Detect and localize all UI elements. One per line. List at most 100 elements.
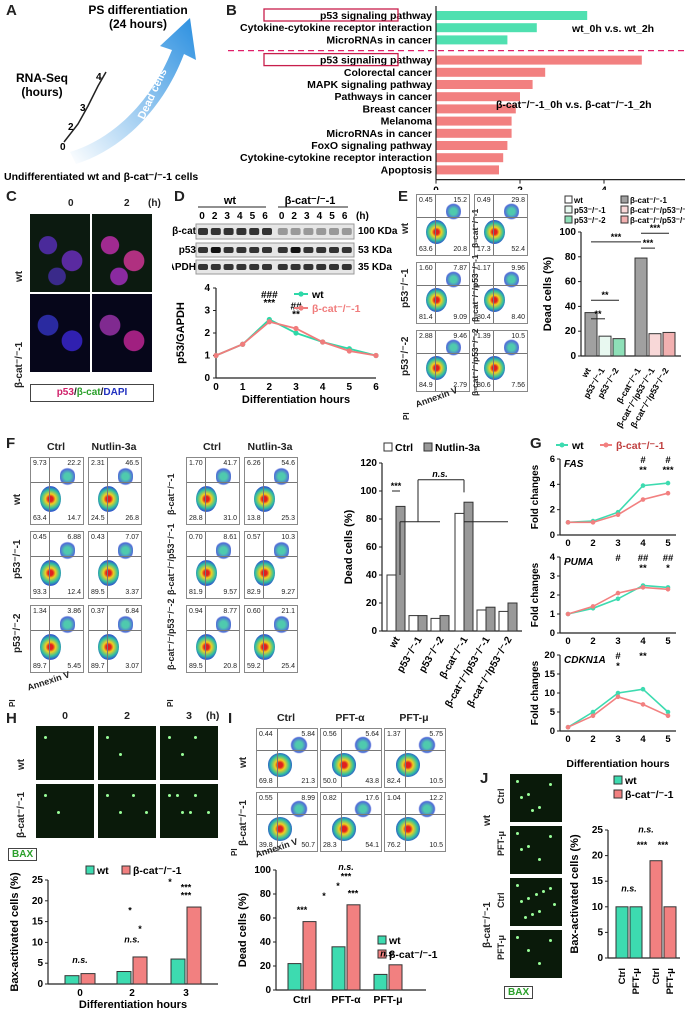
- d-lane-0: 0: [199, 211, 205, 222]
- f-flow-r-0-0-cloud2: [215, 464, 232, 488]
- g-2-xtick-1: 2: [590, 734, 595, 745]
- d-band-1-6: [277, 247, 288, 253]
- i-flow-0-0-q3: 69.8: [259, 778, 273, 785]
- f-row-left-1: p53⁻/⁻-1: [12, 539, 23, 579]
- h-image-0-0: [36, 726, 94, 780]
- g-1-pt-1-0: [565, 611, 571, 617]
- f-flow-l-2-0-q2: 3.86: [67, 608, 81, 615]
- f-flow-r-1-0-cloud: [196, 559, 218, 587]
- j-bar-chart: wt β-cat⁻/⁻-1 0 5 10 15 20 25 Bax-activated cell…: [569, 775, 680, 994]
- e-sig-4: ***: [650, 223, 661, 233]
- f-flow-r-1-1-hgate: [245, 555, 297, 557]
- i-sig-2: *: [322, 891, 326, 901]
- f-flow-l-0-1: 2.31 46.5 24.5 26.8: [88, 457, 142, 525]
- i-flow-0-1-cloud: [331, 753, 356, 777]
- j-xtick-0: Ctrl: [617, 968, 628, 984]
- d-lane-11: 6: [342, 211, 348, 222]
- d-blot-size-2: 35 KDa: [358, 262, 392, 273]
- h-image-1-1: [98, 784, 156, 838]
- i-flow-0-0: 0.44 5.84 69.8 21.3: [256, 728, 318, 788]
- f-flow-l-1-0-q1: 0.45: [33, 534, 47, 541]
- f-bar-nutlin-4: [485, 606, 496, 632]
- e-legend-4: p53⁻/⁻-2: [574, 216, 606, 225]
- e-legend-box-4: [564, 215, 573, 224]
- j-spot-0-4: [520, 796, 523, 799]
- h-row-wt: wt: [16, 758, 27, 770]
- g-1-xtick-0: 0: [565, 636, 570, 647]
- i-flow-1-2-q1: 1.04: [387, 795, 401, 802]
- g-2-sig-1-0: **: [639, 651, 647, 662]
- c-image-wt-2h: [92, 214, 152, 292]
- i-flow-0-2-cloud: [395, 753, 420, 777]
- g-2-ytick-label-3: 15: [544, 669, 555, 680]
- d-lane-6: 0: [279, 211, 285, 222]
- g-legend-ko: β-cat⁻/⁻-1: [616, 440, 665, 452]
- h-xtick-0: 0: [77, 988, 83, 999]
- f-row-left-2: p53⁻/⁻-2: [12, 613, 23, 653]
- e-bar-2: [612, 338, 626, 357]
- i-legend-ko: β-cat⁻/⁻-1: [389, 949, 438, 961]
- d-point-0-3: [293, 330, 299, 336]
- i-col-1: PFT-α: [335, 712, 365, 724]
- f-flow-l-1-0-hgate: [31, 555, 83, 557]
- f-flow-l-2-1-hgate: [89, 629, 141, 631]
- i-sig-6: n.s.: [380, 948, 396, 958]
- i-flow-1-0-vgate: [277, 793, 279, 851]
- f-flow-r-1-1-cloud: [254, 559, 276, 587]
- i-bar-wt-1: [331, 946, 346, 991]
- i-sig-1: ***: [297, 905, 308, 915]
- a-rnaseq-1: RNA-Seq: [16, 71, 68, 85]
- panel-f: Ctrl Nutlin-3a Ctrl Nutlin-3a 9.73 22.2 63.4 14…: [0, 435, 530, 710]
- f-flow-r-1-0-cloud2: [215, 538, 232, 562]
- a-bottom-label: Undifferentiated wt and β-cat⁻/⁻-1 cells: [4, 171, 198, 183]
- e-flow-2-0-q3: 84.9: [419, 382, 433, 389]
- i-flow-1-1-cloud: [331, 817, 356, 841]
- i-bar-ko-2: [388, 964, 403, 991]
- dead-cells-arrow: [70, 18, 196, 164]
- j-spot-2-5: [531, 913, 534, 916]
- f-flow-r-0-0: 1.70 41.7 28.8 31.0: [186, 457, 240, 525]
- d-band-1-1: [210, 247, 221, 253]
- e-flow-0-0: 0.45 15.2 63.6 20.8: [416, 194, 470, 256]
- f-flow-l-2-1-cloud: [98, 633, 120, 661]
- d-legend-ko: β-cat⁻/⁻-1: [312, 303, 361, 315]
- j-legend-box-ko: [613, 789, 623, 799]
- f-flow-r-1-1-q2: 10.3: [281, 534, 295, 541]
- f-flow-r-2-0-cloud2: [215, 612, 232, 636]
- d-band-0-4: [249, 228, 260, 235]
- h-ytick-label-4: 20: [32, 896, 44, 907]
- e-flow-1-1-q4: 8.40: [511, 314, 525, 321]
- f-flow-r-1-0: 0.70 8.61 81.9 9.57: [186, 531, 240, 599]
- i-flow-1-0-q2: 8.99: [301, 795, 315, 802]
- b-wt-group-label: wt_0h v.s. wt_2h: [571, 23, 654, 35]
- d-group-ko: β-cat⁻/⁻-1: [285, 195, 336, 207]
- h-xlabel: Differentiation hours: [79, 999, 187, 1010]
- i-ytick-label-5: 100: [254, 865, 271, 876]
- i-flow-0-2: 1.37 5.75 82.4 10.5: [384, 728, 446, 788]
- g-0-line-1: [568, 492, 669, 524]
- f-bar-nutlin-3: [463, 501, 474, 632]
- d-xtick-label-4: 4: [320, 382, 326, 393]
- b-ko-bar-1: [436, 67, 546, 77]
- i-sig-4: ***: [341, 872, 352, 882]
- b-wt-bar-0: [436, 11, 588, 20]
- i-ytick-label-4: 80: [260, 889, 272, 900]
- d-xtick-label-3: 3: [293, 382, 299, 393]
- i-flow-0-1-hgate: [321, 749, 381, 751]
- f-flow-l-0-1-cloud: [98, 485, 120, 513]
- j-spot-0-5: [531, 809, 534, 812]
- f-bar-nutlin-1: [417, 615, 428, 632]
- e-bar-1: [598, 335, 612, 357]
- b-wt-bar-2: [436, 35, 508, 45]
- f-flow-l-1-1-cloud: [98, 559, 120, 587]
- panel-letter-d: D: [174, 188, 185, 205]
- d-band-2-10: [329, 264, 339, 270]
- g-1-sig-1-0: ##: [638, 553, 649, 564]
- i-sig-5: ***: [348, 888, 359, 898]
- f-flow-l-0-0-cloud2: [59, 464, 76, 488]
- d-point-1-6: [373, 352, 379, 359]
- i-flow-1-1-hgate: [321, 813, 381, 815]
- f-flow-l-1-1-cloud2: [117, 538, 134, 562]
- f-bar-ctrl-5: [498, 610, 509, 632]
- j-spot-1-4: [520, 848, 523, 851]
